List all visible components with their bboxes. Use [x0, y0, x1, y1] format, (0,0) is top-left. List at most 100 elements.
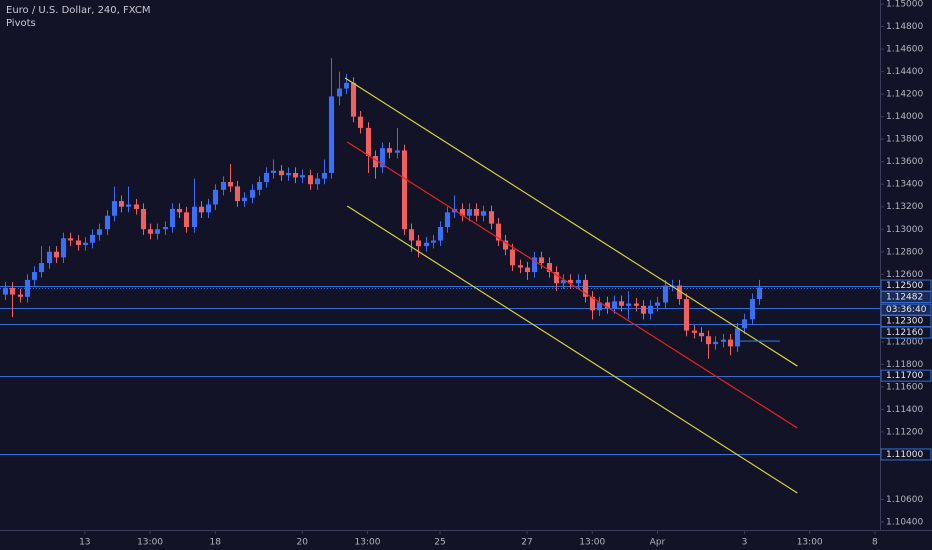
x-tick-label: 18 [210, 538, 222, 548]
level-label: 1.11000 [886, 450, 923, 460]
candle-body [720, 339, 727, 342]
candle-body [278, 170, 285, 176]
candle-body [220, 181, 227, 190]
candle-body [618, 301, 625, 306]
y-tick-label: 1.13800 [886, 135, 923, 145]
countdown-label: 03:36:40 [886, 305, 927, 315]
candle-body [198, 206, 205, 213]
candle-body [133, 204, 140, 209]
y-tick-label: 1.14400 [886, 67, 923, 77]
y-tick-label: 1.15000 [886, 0, 923, 10]
candle-body [147, 229, 154, 234]
candle-body [365, 127, 372, 157]
candle-body [321, 172, 328, 179]
candle-body [60, 238, 67, 258]
candle-body [9, 287, 16, 295]
y-tick-label: 1.11600 [886, 382, 923, 392]
candle-body [104, 215, 111, 230]
candle-body [517, 265, 524, 268]
candle-body [401, 150, 408, 230]
candle-body [263, 172, 270, 182]
candle-body [379, 148, 386, 168]
y-tick-label: 1.11800 [886, 360, 923, 370]
y-tick-label: 1.14200 [886, 90, 923, 100]
candle-body [524, 267, 531, 273]
candle-body [111, 201, 118, 216]
candle-body [495, 223, 502, 241]
x-tick-label: 25 [434, 538, 445, 548]
chart-title: Euro / U.S. Dollar, 240, FXCM [6, 5, 151, 16]
candle-body [423, 242, 430, 247]
candle-body [691, 330, 698, 333]
y-tick-label: 1.12600 [886, 270, 923, 280]
candle-body [459, 208, 466, 216]
candle-body [394, 150, 401, 153]
y-tick-label: 1.14800 [886, 22, 923, 32]
candle-body [466, 208, 473, 216]
candle-body [546, 263, 553, 273]
candle-body [727, 339, 734, 347]
candle-body [191, 206, 198, 227]
y-tick-label: 1.11400 [886, 405, 923, 415]
candle-body [46, 251, 53, 264]
x-tick-label: Apr [650, 538, 666, 548]
candle-body [183, 212, 190, 227]
y-tick-label: 1.13200 [886, 202, 923, 212]
x-tick-label: 13:00 [797, 538, 823, 548]
candle-body [749, 299, 756, 320]
level-label: 1.11700 [886, 371, 923, 381]
candle-body [270, 170, 277, 173]
candle-body [82, 242, 89, 246]
candle-body [227, 181, 234, 187]
indicator-name: Pivots [6, 18, 36, 29]
candle-body [17, 294, 24, 297]
candle-body [154, 229, 161, 234]
candle-body [118, 201, 125, 207]
x-tick-label: 13:00 [579, 538, 605, 548]
candle-body [350, 82, 357, 117]
trendline [344, 77, 798, 367]
level-label: 1.12160 [886, 328, 923, 338]
x-tick-label: 13:00 [355, 538, 381, 548]
candle-body [473, 208, 480, 216]
candle-body [502, 240, 509, 250]
y-tick-label: 1.10600 [886, 495, 923, 505]
candle-body [75, 240, 82, 246]
candle-body [437, 226, 444, 241]
candle-body [509, 249, 516, 266]
level-label: 1.12500 [886, 281, 923, 291]
candle-body [24, 279, 31, 297]
candle-body [676, 285, 683, 300]
candle-body [299, 175, 306, 178]
candle-body [430, 240, 437, 243]
candle-body [538, 257, 545, 264]
candle-body [560, 279, 567, 284]
y-tick-label: 1.14000 [886, 112, 923, 122]
trendline [346, 141, 798, 429]
candle-body [734, 328, 741, 347]
x-tick-label: 27 [521, 538, 532, 548]
level-label-box [880, 326, 932, 339]
candle-body [647, 305, 654, 314]
candle-body [53, 251, 60, 258]
candle-body [328, 96, 335, 173]
candle-body [343, 82, 350, 89]
x-tick-label: 13 [79, 538, 90, 548]
candle-body [698, 332, 705, 337]
candle-body [89, 234, 96, 243]
candle-body [582, 279, 589, 297]
candle-body [2, 287, 9, 295]
candle-body [480, 211, 487, 216]
candle-body [662, 285, 669, 303]
candle-body [705, 336, 712, 345]
candle-body [604, 302, 611, 309]
candle-body [96, 229, 103, 235]
x-tick-label: 8 [872, 538, 878, 548]
candle-body [625, 303, 632, 306]
trendline [346, 205, 798, 494]
level-label: 1.12300 [886, 317, 923, 327]
candle-body [415, 240, 422, 247]
candle-body [285, 172, 292, 176]
candle-body [756, 287, 763, 300]
